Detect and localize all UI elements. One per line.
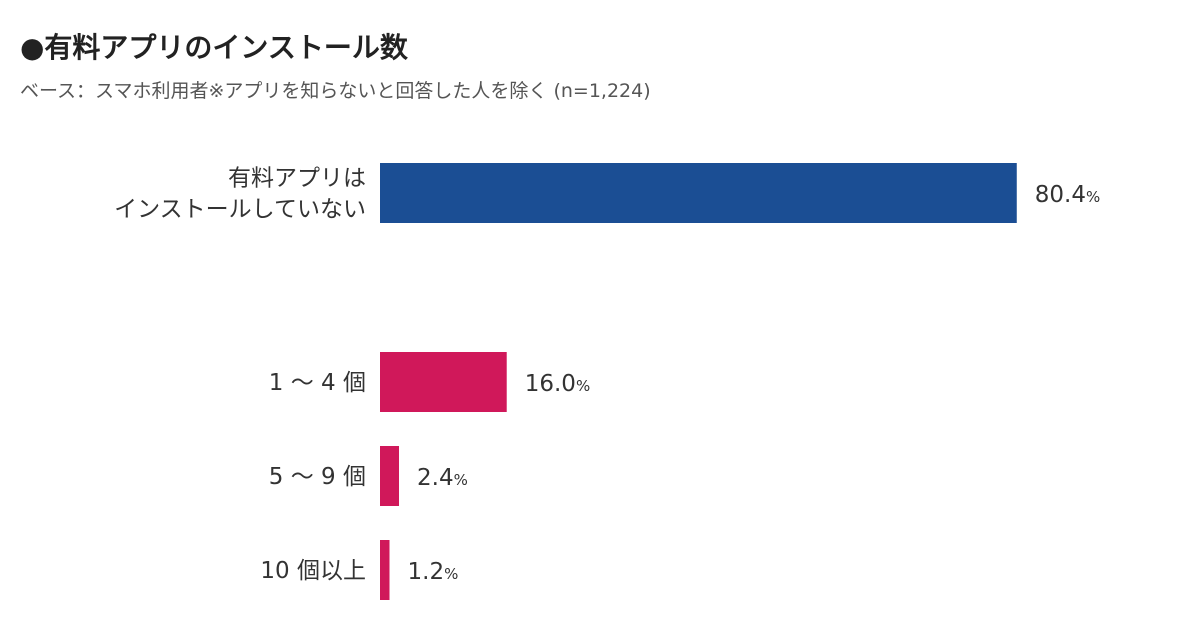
bar-3 (380, 540, 390, 600)
category-label-0: 有料アプリはインストールしていない (114, 166, 366, 223)
chart-subtitle: ベース：スマホ利用者※アプリを知らないと回答した人を除く (n=1,224) (20, 80, 651, 102)
bar-1 (380, 352, 507, 412)
value-label-2: 2.4% (417, 465, 468, 491)
category-label-1: 1 〜 4 個 (269, 370, 366, 396)
category-label-2: 5 〜 9 個 (269, 464, 366, 490)
bar-0 (380, 163, 1017, 223)
category-label-3: 10 個以上 (260, 558, 366, 584)
value-label-1: 16.0% (525, 371, 590, 397)
chart-title: ●有料アプリのインストール数 (20, 31, 408, 64)
value-label-0: 80.4% (1035, 182, 1100, 208)
bar-2 (380, 446, 400, 506)
value-label-3: 1.2% (408, 559, 459, 585)
